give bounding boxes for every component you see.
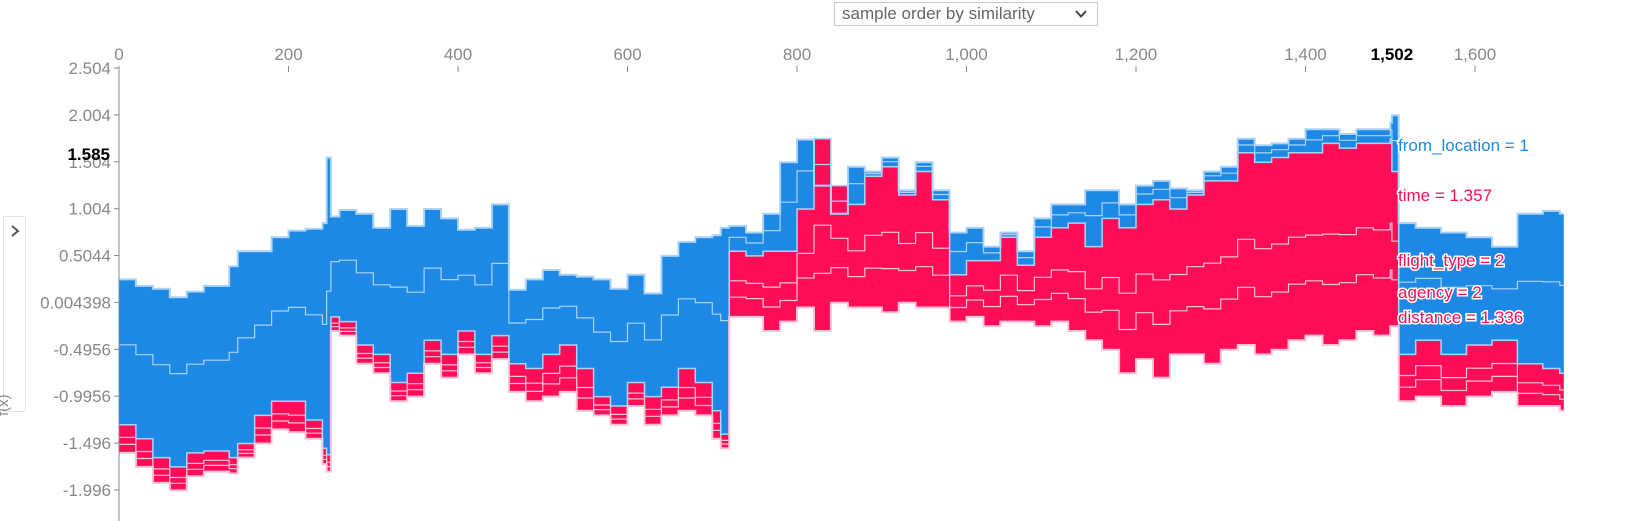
x-tick-label: 600 <box>613 45 641 64</box>
x-tick-label: 0 <box>114 45 123 64</box>
y-tick-label: -1.496 <box>63 434 111 453</box>
chevron-right-icon[interactable] <box>8 221 22 241</box>
x-highlight-label: 1,502 <box>1371 45 1414 64</box>
feature-label: distance = 1.336 <box>1398 308 1523 327</box>
y-tick-label: 1.004 <box>68 200 111 219</box>
x-tick-label: 1,200 <box>1115 45 1158 64</box>
area-layer <box>119 114 1564 492</box>
y-tick-label: -0.4956 <box>53 340 111 359</box>
x-tick-label: 800 <box>783 45 811 64</box>
axis-layer: 0 200 400 600 800 1,000 1,200 1,400 1,600 1,502 2.… <box>40 45 1496 521</box>
sample-order-select-value: sample order by similarity <box>842 4 1035 23</box>
x-tick-label: 1,600 <box>1454 45 1497 64</box>
y-tick-label: 2.004 <box>68 106 111 125</box>
upper-outline <box>119 114 1564 299</box>
positive-effect-area <box>119 138 1564 491</box>
y-tick-label: 1.504 <box>68 153 111 172</box>
sample-order-select[interactable]: sample order by similarity <box>834 2 1098 26</box>
feature-label-layer: from_location = 1 time = 1.357 flight_type… <box>1397 135 1531 329</box>
x-tick-label: 400 <box>444 45 472 64</box>
x-tick-label: 200 <box>274 45 302 64</box>
split-outline <box>119 137 1564 468</box>
fx-highlight-label: 1.585 <box>67 145 110 164</box>
y-tick-label: 0.5044 <box>59 247 111 266</box>
feature-label: agency = 2 <box>1398 283 1482 302</box>
negative-effect-area-left <box>119 157 327 467</box>
chevron-down-icon <box>1075 10 1087 18</box>
x-tick-label: 1,400 <box>1284 45 1327 64</box>
feature-boundary-line <box>119 266 1564 484</box>
x-tick-label: 1,000 <box>945 45 988 64</box>
lower-outline <box>119 301 1564 492</box>
feature-label: from_location = 1 <box>1398 136 1529 155</box>
feature-label: time = 1.357 <box>1398 186 1492 205</box>
feature-boundary-line <box>119 222 1564 479</box>
y-tick-label: 2.504 <box>68 59 111 78</box>
y-tick-label: -1.996 <box>63 481 111 500</box>
y-axis-panel: f(x) <box>0 216 26 416</box>
y-tick-label: -0.9956 <box>53 387 111 406</box>
feature-label: flight_type = 2 <box>1398 251 1504 270</box>
y-tick-label: 0.004398 <box>40 293 111 312</box>
